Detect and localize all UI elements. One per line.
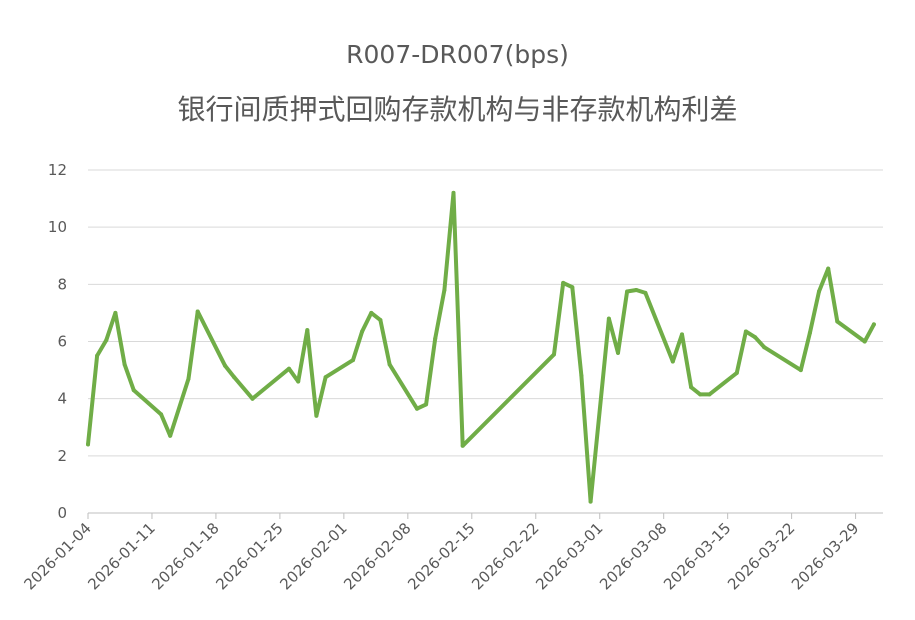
y-tick-label: 4 (57, 390, 67, 408)
data-point (433, 336, 438, 341)
y-axis-ticks: 0 2 4 6 8 10 12 (48, 161, 67, 522)
y-tick-label: 6 (57, 333, 67, 351)
data-point (113, 310, 118, 315)
chart-subtitle: 银行间质押式回购存款机构与非存款机构利差 (177, 93, 738, 126)
data-point (862, 339, 867, 344)
data-point (807, 330, 812, 335)
series-line (86, 190, 876, 504)
data-point (835, 319, 840, 324)
chart-title: R007-DR007(bps) (346, 40, 569, 69)
series-layer (86, 190, 876, 504)
data-point (287, 366, 291, 371)
x-tick-label: 2026-03-22 (724, 519, 798, 593)
data-point (232, 375, 237, 380)
data-point (698, 392, 703, 397)
data-point (762, 345, 767, 350)
data-point (579, 373, 584, 378)
y-tick-label: 2 (57, 447, 67, 465)
data-point (606, 316, 611, 321)
data-point (159, 412, 164, 417)
data-point (634, 288, 639, 292)
data-point (753, 335, 758, 340)
x-tick-label: 2026-01-25 (212, 519, 286, 593)
data-point (643, 290, 648, 295)
data-point (570, 285, 575, 290)
y-tick-label: 0 (57, 504, 67, 522)
data-point (86, 442, 90, 447)
x-tick-label: 2026-02-01 (276, 519, 350, 593)
x-axis: 2026-01-042026-01-112026-01-182026-01-25… (20, 513, 862, 593)
data-point (378, 318, 383, 323)
data-point (817, 289, 821, 294)
data-point (707, 392, 712, 397)
x-tick-label: 2026-02-08 (340, 519, 414, 593)
data-point (351, 358, 355, 363)
data-point (625, 289, 630, 294)
data-point (743, 329, 748, 334)
x-tick-label: 2026-01-18 (148, 519, 222, 593)
x-tick-label: 2026-02-22 (468, 519, 542, 593)
data-point (561, 280, 566, 285)
data-point (451, 190, 456, 195)
data-point (616, 350, 620, 355)
x-tick-label: 2026-02-15 (404, 519, 478, 593)
data-point (415, 406, 419, 411)
data-point (122, 362, 127, 367)
y-tick-label: 10 (48, 218, 67, 236)
data-point (250, 396, 255, 401)
data-point (871, 322, 876, 327)
data-point (305, 328, 310, 333)
x-tick-label: 2026-01-04 (20, 519, 94, 593)
data-point (296, 379, 301, 384)
data-point (168, 433, 173, 438)
x-tick-label: 2026-03-01 (532, 519, 606, 593)
data-point (442, 288, 447, 292)
data-point (314, 413, 319, 418)
x-tick-label: 2026-01-11 (84, 519, 158, 593)
data-point (223, 363, 228, 368)
data-point (552, 352, 556, 357)
y-tick-label: 8 (57, 275, 67, 293)
x-tick-label: 2026-03-15 (660, 519, 734, 593)
data-point (387, 362, 392, 367)
data-point (95, 353, 100, 358)
x-tick-label: 2026-03-29 (788, 519, 862, 593)
data-point (826, 266, 831, 271)
data-point (104, 338, 109, 343)
data-point (424, 402, 429, 407)
data-point (186, 376, 191, 381)
x-tick-label: 2026-03-08 (596, 519, 670, 593)
data-point (680, 332, 684, 337)
data-point (670, 359, 675, 364)
data-point (734, 370, 739, 375)
data-point (131, 388, 136, 393)
data-point (323, 375, 328, 380)
data-point (195, 309, 200, 314)
data-point (369, 310, 374, 315)
data-point (689, 385, 694, 390)
y-tick-label: 12 (48, 161, 67, 179)
data-point (798, 368, 803, 373)
gridlines (88, 169, 883, 514)
data-point (588, 499, 593, 504)
data-point (460, 443, 465, 448)
data-point (360, 329, 365, 334)
